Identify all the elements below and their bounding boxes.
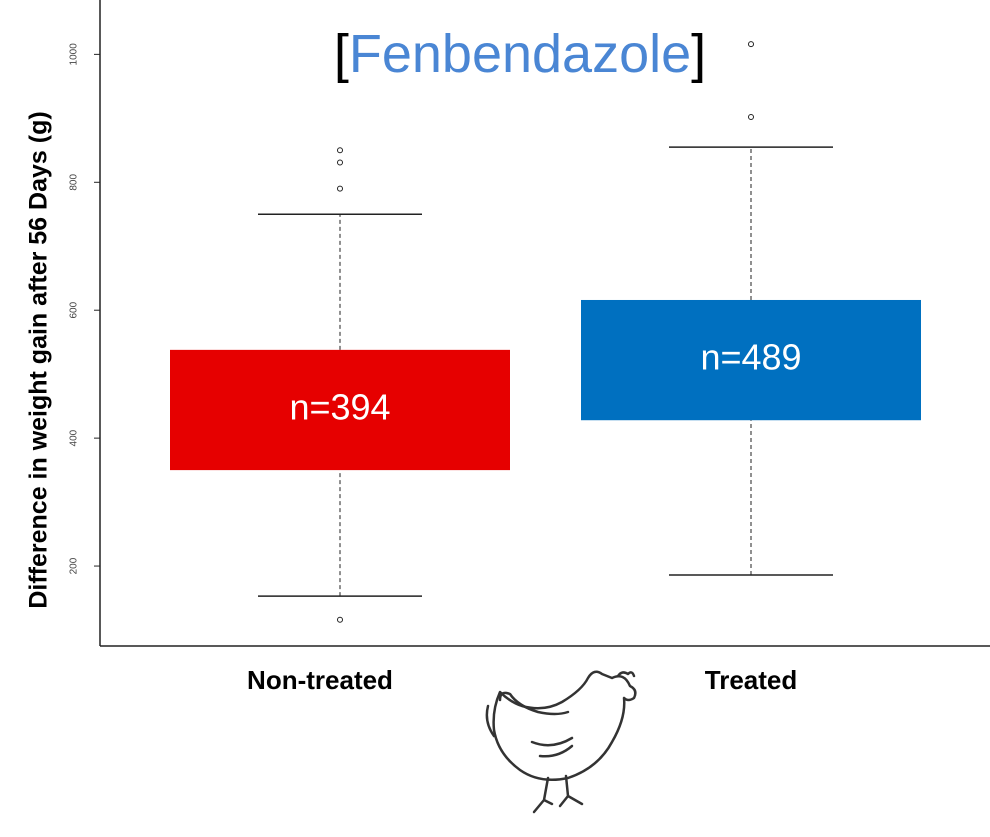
outlier <box>338 148 343 153</box>
y-tick-label: 600 <box>69 301 80 318</box>
y-tick-label: 400 <box>69 429 80 446</box>
chicken-icon <box>487 672 635 812</box>
y-tick-label: 800 <box>69 174 80 191</box>
box-label: n=394 <box>289 387 390 428</box>
outlier <box>338 617 343 622</box>
box-label: n=489 <box>700 337 801 378</box>
x-tick-label: Treated <box>705 665 798 695</box>
outlier <box>338 186 343 191</box>
y-axis-label: Difference in weight gain after 56 Days … <box>25 111 53 608</box>
outlier <box>338 160 343 165</box>
chart: Difference in weight gain after 56 Days … <box>0 0 990 837</box>
outlier <box>749 115 754 120</box>
y-tick-label: 1000 <box>69 43 80 66</box>
y-tick-label: 200 <box>69 557 80 574</box>
chart-title: [Fenbendazole] <box>334 24 706 84</box>
outlier <box>749 42 754 47</box>
x-tick-label: Non-treated <box>247 665 393 695</box>
